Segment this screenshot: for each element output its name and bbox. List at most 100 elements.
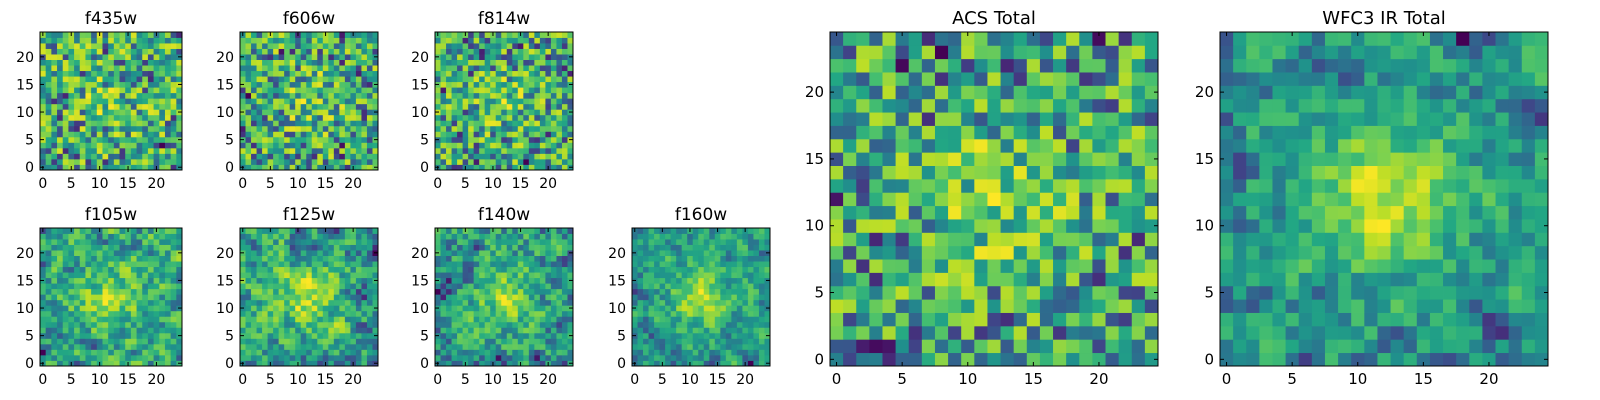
heatmap-cell [501,294,508,301]
heatmap-cell [366,305,373,312]
heatmap-cell [550,250,557,256]
heatmap-cell [176,299,183,306]
heatmap-cell [517,43,524,49]
heatmap-cell [479,43,486,49]
heatmap-cell [273,316,280,323]
heatmap-cell [692,327,699,334]
heatmap-cell [136,92,143,99]
heatmap-cell [435,233,441,240]
heatmap-cell [1144,245,1159,260]
heatmap-cell [333,261,340,268]
heatmap-cell [545,310,552,317]
x-tick-label: 0 [630,372,639,388]
heatmap-cell [300,299,307,306]
heatmap-cell [758,228,765,234]
heatmap-cell [79,120,86,127]
heatmap-cell [57,87,64,94]
heatmap-cell [446,261,452,268]
heatmap-cell [108,131,115,138]
heatmap-cell [451,233,458,240]
heatmap-cell [102,109,109,116]
heatmap-cell [311,131,318,138]
heatmap-cell [372,321,379,328]
heatmap-cell [322,305,329,312]
heatmap-cell [654,327,660,334]
heatmap-cell [295,288,302,295]
heatmap-cell [295,299,302,306]
heatmap-cell [142,109,149,116]
heatmap-cell [125,316,132,323]
heatmap-cell [262,59,268,66]
heatmap-cell [517,136,524,143]
heatmap-cell [68,65,75,72]
heatmap-cell [142,272,149,279]
heatmap-cell [85,98,92,105]
heatmap-cell [240,43,246,49]
heatmap-cell [113,244,120,251]
heatmap-cell [843,352,857,367]
heatmap-cell [698,343,705,350]
heatmap-cell [517,114,524,121]
heatmap-cell [523,343,530,350]
heatmap-cell [300,43,307,49]
heatmap-cell [556,261,563,268]
heatmap-cell [512,125,519,132]
heatmap-cell [987,192,1001,207]
heatmap-cell [322,310,329,317]
heatmap-cell [468,299,475,306]
heatmap-cell [267,125,274,132]
heatmap-cell [350,48,357,55]
heatmap-cell [125,92,132,99]
heatmap-cell [506,349,513,356]
heatmap-cell [322,92,329,99]
heatmap-cell [479,261,486,268]
heatmap-cell [361,310,368,317]
heatmap-cell [764,349,771,356]
heatmap-cell [479,360,486,367]
heatmap-cell [462,109,469,116]
heatmap-cell [1000,272,1015,287]
heatmap-cell [934,339,949,354]
heatmap-cell [245,228,252,234]
heatmap-cell [528,120,535,127]
heatmap-cell [355,233,362,240]
heatmap-cell [643,244,649,251]
heatmap-cell [74,81,81,88]
heatmap-cell [119,343,126,350]
heatmap-cell [843,205,857,220]
heatmap-cell [561,153,568,160]
heatmap-cell [300,233,307,240]
heatmap-cell [113,131,120,138]
heatmap-cell [742,272,749,279]
heatmap-cell [317,288,324,295]
heatmap-cell [339,120,346,127]
heatmap-cell [311,338,318,345]
heatmap-cell [484,70,491,77]
y-tick-label: 0 [617,356,626,372]
heatmap-cell [567,283,574,290]
heatmap-cell [333,65,340,72]
heatmap-cell [328,360,335,367]
heatmap-cell [665,349,672,356]
heatmap-cell [57,153,64,160]
heatmap-cell [289,239,296,245]
heatmap-cell [317,272,324,279]
heatmap-cell [108,70,115,77]
heatmap-cell [339,321,346,328]
heatmap-cell [355,120,362,127]
heatmap-cell [1053,352,1067,367]
heatmap-cell [68,98,75,105]
heatmap-cell [96,92,103,99]
heatmap-cell [440,54,447,60]
heatmap-cell [473,266,480,273]
y-tick-label: 20 [411,246,429,262]
heatmap-cell [506,255,513,262]
heatmap-cell [681,310,688,317]
heatmap-cell [85,158,92,165]
heatmap-cell [45,255,52,262]
heatmap-cell [74,360,81,367]
heatmap-cell [709,305,716,312]
heatmap-cell [665,228,672,234]
heatmap-cell [170,305,177,312]
heatmap-cell [539,164,546,171]
